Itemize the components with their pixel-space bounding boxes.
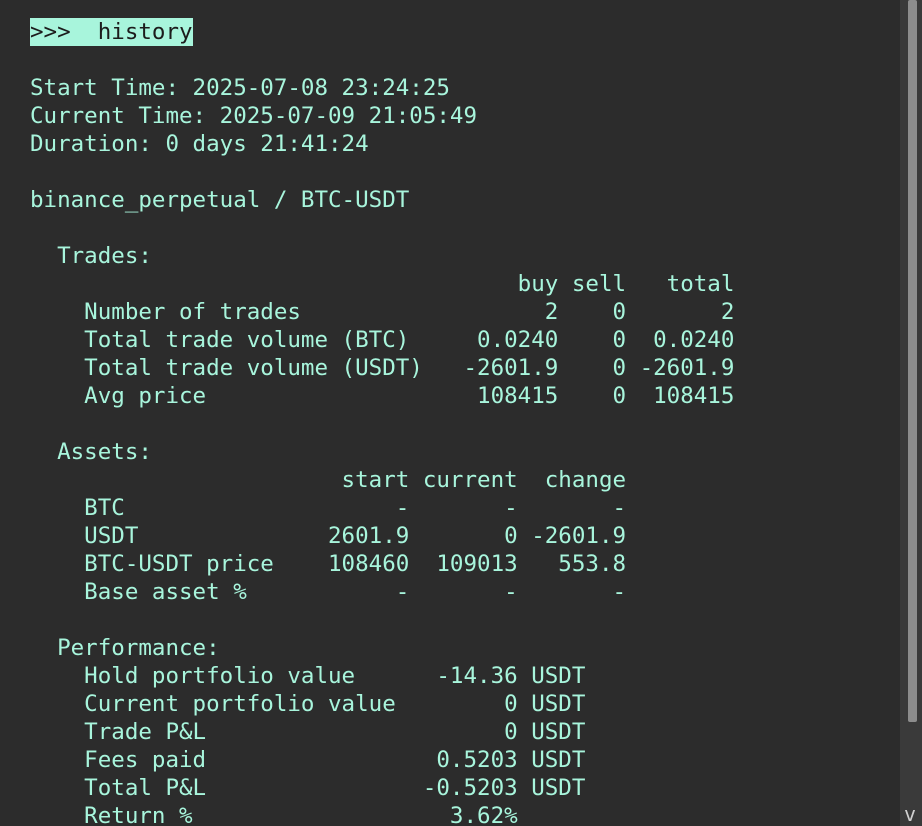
trades-heading: Trades: bbox=[30, 243, 152, 269]
line-20 bbox=[30, 606, 898, 634]
performance-row-return: Return % 3.62% bbox=[30, 803, 518, 826]
vertical-scrollbar[interactable]: v bbox=[900, 0, 922, 826]
performance-heading: Performance: bbox=[30, 635, 220, 661]
trades-header-row: buy sell total bbox=[30, 271, 735, 297]
performance-row-fees: Fees paid 0.5203 USDT bbox=[30, 747, 586, 773]
scroll-down-icon[interactable]: v bbox=[904, 802, 917, 826]
market-line: binance_perpetual / BTC-USDT bbox=[30, 187, 410, 213]
start-time-line: Start Time: 2025-07-08 23:24:25 bbox=[30, 75, 450, 101]
line-6 bbox=[30, 214, 898, 242]
command-prompt: >>> history bbox=[30, 18, 193, 46]
terminal-output: >>> history Start Time: 2025-07-08 23:24… bbox=[30, 18, 898, 826]
assets-row-base-pct: Base asset % - - - bbox=[30, 579, 627, 605]
assets-header-row: start current change bbox=[30, 467, 627, 493]
assets-heading: Assets: bbox=[30, 439, 152, 465]
current-time-line: Current Time: 2025-07-09 21:05:49 bbox=[30, 103, 478, 129]
performance-row-hold: Hold portfolio value -14.36 USDT bbox=[30, 663, 586, 689]
duration-line: Duration: 0 days 21:41:24 bbox=[30, 131, 369, 157]
line-0 bbox=[30, 46, 898, 74]
trades-row-avg-price: Avg price 108415 0 108415 bbox=[30, 383, 735, 409]
performance-row-total-pnl: Total P&L -0.5203 USDT bbox=[30, 775, 586, 801]
performance-row-trade-pnl: Trade P&L 0 USDT bbox=[30, 719, 586, 745]
assets-row-price: BTC-USDT price 108460 109013 553.8 bbox=[30, 551, 627, 577]
performance-row-current: Current portfolio value 0 USDT bbox=[30, 691, 586, 717]
line-13 bbox=[30, 410, 898, 438]
trades-row-number: Number of trades 2 0 2 bbox=[30, 299, 735, 325]
assets-row-btc: BTC - - - bbox=[30, 495, 627, 521]
line-4 bbox=[30, 158, 898, 186]
trades-row-volume-btc: Total trade volume (BTC) 0.0240 0 0.0240 bbox=[30, 327, 735, 353]
trades-row-volume-usdt: Total trade volume (USDT) -2601.9 0 -260… bbox=[30, 355, 735, 381]
assets-row-usdt: USDT 2601.9 0 -2601.9 bbox=[30, 523, 627, 549]
scrollbar-thumb[interactable] bbox=[908, 0, 917, 722]
